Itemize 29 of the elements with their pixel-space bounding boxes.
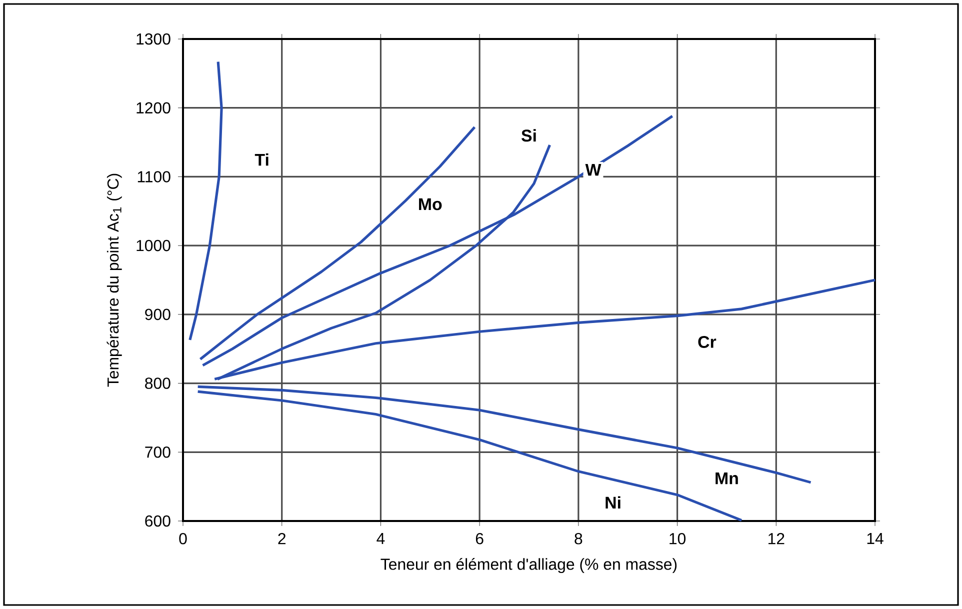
- x-tick-label: 8: [574, 533, 582, 544]
- annotation: Si: [522, 129, 536, 142]
- line-series: [199, 126, 476, 360]
- x-tick-label: 6: [476, 533, 484, 544]
- y-axis-title: Température du point Ac$_{1}$ (°C): [106, 174, 122, 387]
- annotation: Mo: [419, 198, 442, 210]
- annotation: Ni: [606, 496, 620, 509]
- x-tick-label: 0: [179, 533, 187, 544]
- x-axis-title: Teneur en élément d'alliage (% en masse): [380, 558, 677, 574]
- annotation: Ti: [254, 153, 268, 166]
- y-tick-label: 1000: [136, 240, 170, 252]
- x-tick-label: 2: [278, 533, 286, 544]
- annotation: Cr: [698, 336, 716, 348]
- y-tick-label: 600: [145, 515, 170, 527]
- line-series: [196, 385, 812, 484]
- y-tick-label: 1300: [136, 33, 170, 45]
- line-series: [196, 390, 743, 522]
- y-tick-label: 900: [145, 308, 170, 320]
- x-tick-label: 12: [768, 533, 784, 544]
- y-tick-label: 800: [145, 378, 170, 389]
- y-tick-label: 1100: [138, 171, 170, 182]
- line-series: [188, 60, 223, 342]
- y-tick-label: 1200: [136, 102, 170, 114]
- x-tick-label: 14: [867, 533, 884, 544]
- y-tick-label: 700: [145, 446, 170, 458]
- annotation: W: [585, 164, 602, 176]
- x-tick-label: 10: [670, 533, 686, 544]
- x-tick-label: 4: [376, 533, 385, 544]
- annotation: Mn: [716, 472, 738, 484]
